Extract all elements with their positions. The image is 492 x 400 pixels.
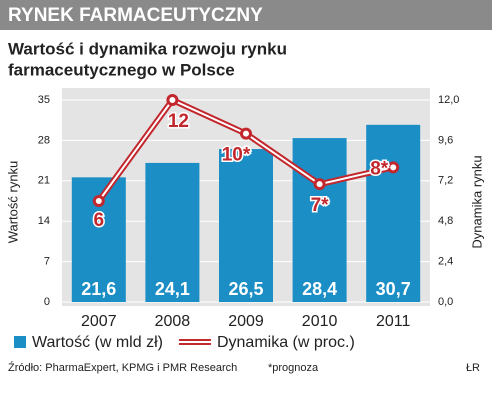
y2-tick-label: 12,0: [438, 94, 459, 106]
bar-value-label: 24,1: [155, 279, 190, 299]
bar-value-label: 26,5: [228, 279, 263, 299]
bar: [366, 124, 421, 303]
y-tick-label: 7: [44, 256, 50, 268]
line-value-label: 8*: [370, 158, 389, 179]
line-point: [387, 161, 400, 174]
x-tick-label: 2010: [302, 313, 338, 330]
y2-axis-label: Dynamika rynku: [469, 155, 484, 248]
y2-tick-label: 9,6: [438, 134, 453, 146]
note: *prognoza: [268, 362, 319, 374]
line-value-label: 12: [168, 111, 189, 132]
x-tick-label: 2007: [81, 313, 117, 330]
bar: [292, 138, 347, 302]
legend-swatch: [14, 336, 26, 348]
y-tick-label: 0: [44, 296, 50, 308]
header: RYNEK FARMACEUTYCZNY: [8, 5, 263, 26]
x-tick-label: 2011: [376, 313, 411, 330]
y-tick-label: 21: [38, 175, 50, 187]
legend-label: Dynamika (w proc.): [217, 334, 355, 351]
line-value-label: 10*: [222, 145, 251, 166]
chart-title: Wartość i dynamika rozwoju rynku: [8, 39, 287, 58]
header-bar: [0, 0, 492, 30]
y2-tick-label: 2,4: [438, 256, 453, 268]
line-value-label: 7*: [311, 195, 330, 216]
line-point: [166, 94, 179, 106]
bar: [145, 162, 200, 302]
y2-tick-label: 7,2: [438, 175, 453, 187]
chart-subtitle: farmaceutycznego w Polsce: [8, 60, 235, 79]
bar: [219, 149, 273, 302]
bar-value-label: 21,6: [81, 279, 116, 299]
bar-value-label: 30,7: [376, 279, 411, 299]
bar-value-label: 28,4: [302, 279, 337, 299]
line-value-label: 6: [94, 210, 105, 231]
y-tick-label: 35: [38, 94, 50, 106]
y-tick-label: 28: [38, 134, 50, 146]
line-point: [240, 127, 252, 140]
x-tick-label: 2008: [155, 313, 191, 330]
y2-tick-label: 4,8: [438, 215, 453, 227]
line-point: [92, 195, 105, 207]
y-axis-label: Wartość rynku: [5, 161, 20, 244]
source: Źródło: PharmaExpert, KPMG i PMR Researc…: [8, 361, 237, 374]
author: ŁR: [466, 362, 480, 374]
legend-label: Wartość (w mld zł): [32, 334, 163, 351]
y-tick-label: 14: [38, 215, 50, 227]
x-tick-label: 2009: [228, 313, 264, 330]
line-point: [313, 178, 326, 191]
y2-tick-label: 0,0: [438, 296, 453, 308]
